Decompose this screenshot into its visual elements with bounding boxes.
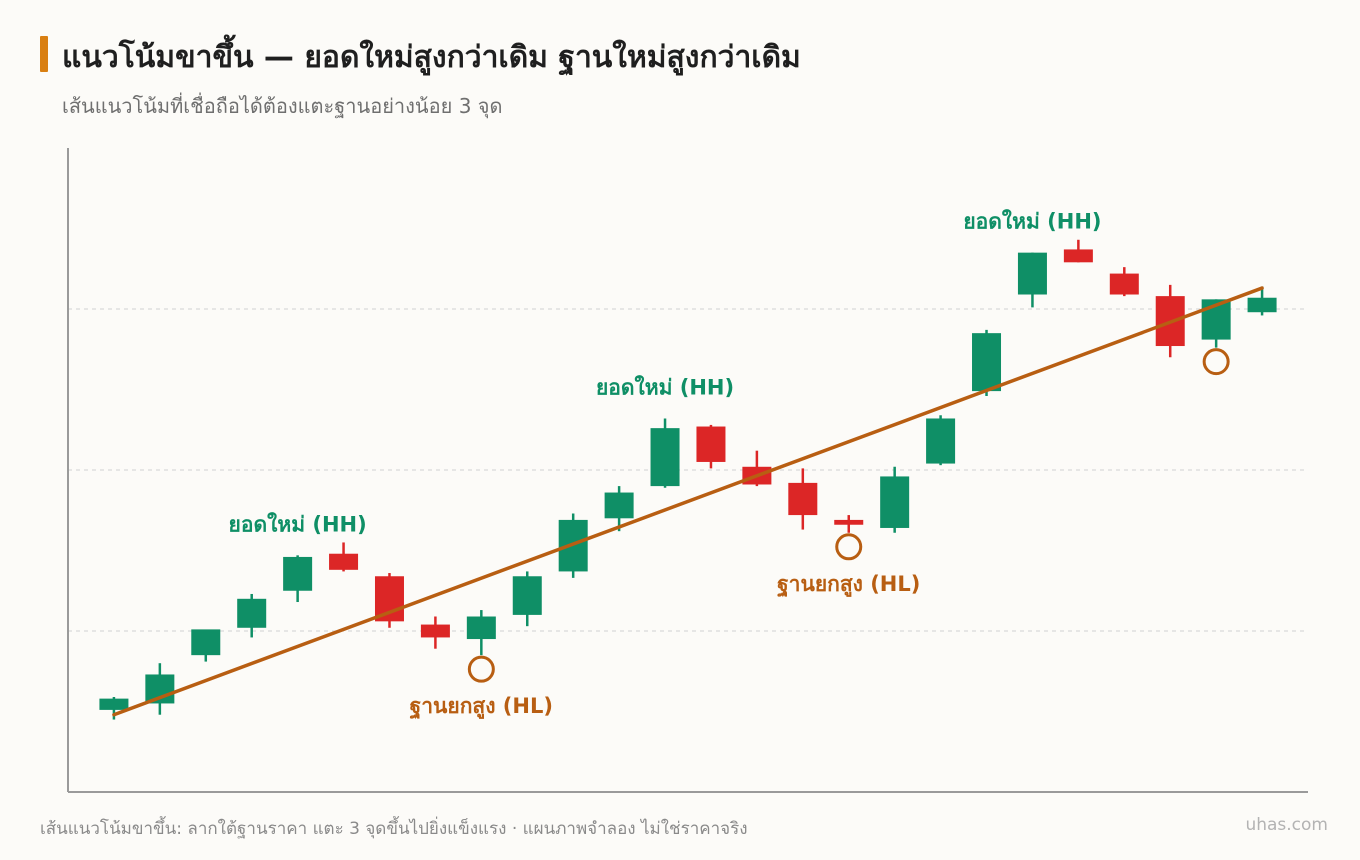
annotation-higher-low: ฐานยกสูง (HL) <box>777 572 920 598</box>
trend-touch-marker <box>1202 348 1230 376</box>
annotation-higher-high: ยอดใหม่ (HH) <box>229 511 367 536</box>
candle-body-up <box>650 428 680 487</box>
candle-body-down <box>788 482 818 516</box>
footer-note: เส้นแนวโน้มขาขึ้น: ลากใต้ฐานราคา แตะ 3 จ… <box>40 819 748 839</box>
candle-body-down <box>696 426 726 462</box>
title-accent-bar <box>40 36 48 72</box>
candle-body-down <box>329 553 359 570</box>
annotation-higher-low: ฐานยกสูง (HL) <box>410 694 553 720</box>
candle-body-down <box>834 519 864 525</box>
footer-brand: uhas.com <box>1245 815 1328 835</box>
candle-body-up <box>926 418 956 464</box>
candle-body-up <box>1247 297 1277 313</box>
candle-body-up <box>99 698 129 710</box>
chart-title: แนวโน้มขาขึ้น — ยอดใหม่สูงกว่าเดิม ฐานให… <box>62 40 801 75</box>
candle-body-up <box>880 476 910 528</box>
candle-body-up <box>237 598 267 628</box>
trendline <box>112 286 1264 717</box>
candle-body-up <box>191 629 221 656</box>
candle-body-down <box>1063 249 1093 263</box>
candle-body-down <box>420 624 450 638</box>
candle-body-up <box>283 556 313 591</box>
candle-body-down <box>1109 273 1139 295</box>
annotation-higher-high: ยอดใหม่ (HH) <box>963 209 1101 234</box>
candle-body-up <box>1017 252 1047 295</box>
candle-body-up <box>466 616 496 640</box>
chart-subtitle: เส้นแนวโน้มที่เชื่อถือได้ต้องแตะฐานอย่าง… <box>62 94 503 118</box>
candle-body-up <box>972 333 1002 392</box>
candle-body-up <box>604 492 634 519</box>
annotation-higher-high: ยอดใหม่ (HH) <box>596 374 734 399</box>
candle-body-up <box>512 576 542 615</box>
trend-touch-marker <box>835 533 863 561</box>
trend-touch-marker <box>467 655 495 683</box>
